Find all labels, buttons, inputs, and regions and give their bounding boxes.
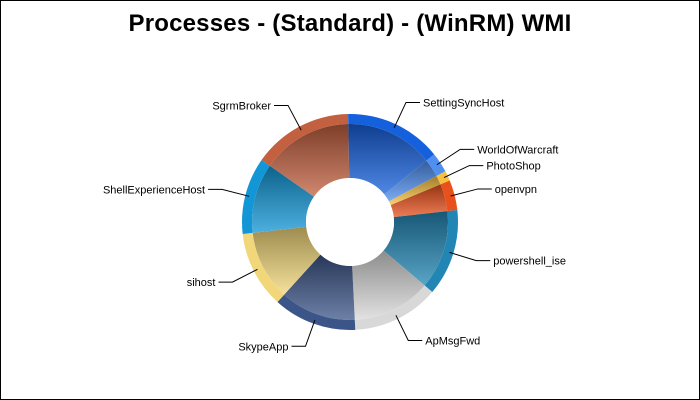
label-sgrmbroker: SgrmBroker: [212, 100, 271, 112]
slice-worldofwarcraft: [384, 160, 437, 202]
slice-rim-apmsgfwd: [354, 285, 433, 330]
slice-apmsgfwd: [352, 250, 425, 320]
chart-title: Processes - (Standard) - (WinRM) WMI: [128, 10, 572, 37]
leader-settingsynchost: [393, 101, 420, 129]
slice-powershell-ise: [383, 211, 448, 286]
label-apmsgfwd: ApMsgFwd: [425, 335, 480, 347]
leader-worldofwarcraft: [436, 148, 475, 166]
label-sihost: sihost: [187, 277, 216, 289]
slice-rim-powershell-ise: [424, 209, 458, 292]
slice-sihost: [252, 226, 321, 295]
label-shellexperiencehost: ShellExperienceHost: [103, 184, 205, 196]
slice-openvpn: [390, 184, 448, 218]
label-worldofwarcraft: WorldOfWarcraft: [477, 144, 558, 156]
leader-apmsgfwd: [395, 315, 423, 341]
label-settingsynchost: SettingSyncHost: [423, 97, 504, 109]
leader-sgrmbroker: [274, 104, 302, 131]
label-skypeapp: SkypeApp: [238, 341, 288, 353]
slice-settingsynchost: [348, 123, 427, 195]
slice-rim-worldofwarcraft: [426, 154, 446, 176]
leader-photoshop: [443, 165, 484, 179]
slice-rim-settingsynchost: [348, 114, 435, 161]
label-photoshop: PhotoShop: [486, 161, 540, 173]
slice-labels: SgrmBroker SettingSyncHost WorldOfWarcraft…: [103, 97, 566, 353]
slice-sgrmbroker: [269, 124, 350, 197]
slice-photoshop: [388, 175, 441, 206]
slice-skypeapp: [284, 254, 355, 320]
label-powershell-ise: powershell_ise: [493, 256, 566, 268]
leader-powershell-ise: [449, 251, 491, 262]
slices: [242, 114, 458, 330]
leader-lines: [208, 101, 492, 347]
leader-sihost: [218, 268, 258, 283]
leader-shellexperiencehost: [208, 188, 250, 197]
slice-rim-shellexperiencehost: [242, 160, 270, 235]
donut-hole: [306, 178, 394, 266]
slice-shellexperiencehost: [251, 165, 314, 233]
leader-openvpn: [450, 188, 492, 197]
label-openvpn: openvpn: [495, 184, 537, 196]
leader-skypeapp: [291, 319, 316, 347]
slice-rim-photoshop: [436, 171, 450, 185]
slice-rim-openvpn: [440, 180, 458, 212]
slice-rim-sgrmbroker: [261, 114, 349, 166]
slice-rim-skypeapp: [277, 294, 356, 330]
slice-rim-sihost: [242, 232, 285, 303]
